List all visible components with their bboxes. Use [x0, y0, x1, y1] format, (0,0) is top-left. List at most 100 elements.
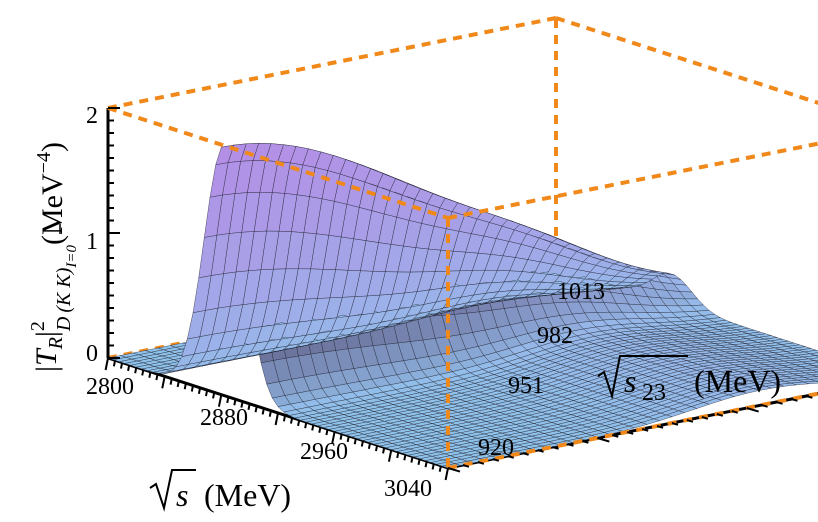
y-tick-mark — [611, 434, 619, 438]
x-tick-mark — [190, 385, 194, 392]
x-tick-mark — [212, 392, 216, 399]
box-edge-back-4 — [107, 16, 557, 110]
y-tick-mark — [477, 461, 485, 465]
y-tick-mark — [552, 446, 559, 450]
y-tick-mark — [641, 428, 649, 432]
tick-marks — [104, 107, 813, 481]
x-tick-mark — [374, 444, 379, 452]
y-tick-mark — [716, 413, 724, 417]
y-tick-mark — [776, 401, 783, 405]
z-tick-label-0: 0 — [86, 341, 98, 367]
x-tick-mark — [183, 383, 187, 390]
x-tick-mark — [331, 431, 336, 444]
x-tick-mark — [438, 465, 442, 472]
y-axis-title-unit: (MeV) — [694, 363, 781, 399]
x-tick-mark — [367, 442, 372, 449]
y-tick-mark — [626, 431, 634, 435]
y-tick-mark — [791, 398, 798, 402]
x-tick-mark — [410, 456, 414, 463]
y-tick-mark — [462, 464, 470, 468]
y-tick-mark — [746, 407, 759, 413]
box-edge-back-3 — [555, 16, 818, 105]
x-tick-mark — [311, 424, 315, 431]
z-tick-label-2: 2 — [86, 103, 98, 129]
x-tick-mark — [240, 401, 244, 408]
x-tick-mark — [134, 366, 138, 374]
y-tick-mark — [492, 458, 500, 462]
x-tick-mark — [282, 415, 287, 422]
y-tick-mark — [731, 410, 739, 414]
x-tick-mark — [396, 451, 400, 459]
y-axis-title-symbol: s — [624, 363, 636, 399]
x-tick-mark — [161, 376, 166, 389]
x-tick-mark — [204, 389, 209, 397]
x-tick-mark — [112, 360, 117, 367]
x-tick-mark — [261, 408, 265, 415]
y-tick-mark — [582, 440, 589, 444]
x-tick-label-2880: 2880 — [200, 405, 248, 431]
y-tick-mark — [701, 416, 709, 420]
x-tick-mark — [444, 467, 449, 481]
x-tick-mark — [431, 463, 435, 470]
y-tick-mark — [671, 422, 679, 426]
box-edge-front-0 — [107, 106, 449, 220]
x-tick-mark — [353, 438, 357, 445]
y-tick-label-920: 920 — [478, 435, 514, 461]
y-tick-mark — [537, 449, 544, 453]
y-axis-title: s 23 (MeV) — [597, 355, 781, 406]
x-tick-mark — [339, 433, 343, 440]
x-tick-mark — [417, 458, 421, 466]
z-axis-title-text: |TR|2 D(K K)I=0(MeV−4) — [27, 142, 80, 372]
x-tick-mark — [403, 454, 407, 461]
x-tick-mark — [268, 410, 272, 417]
x-tick-mark — [176, 380, 180, 388]
x-tick-mark — [382, 447, 386, 454]
y-axis-title-subscript: 23 — [642, 380, 666, 406]
x-tick-mark — [233, 399, 237, 406]
x-tick-mark — [274, 412, 279, 426]
x-tick-mark — [254, 405, 258, 413]
x-tick-mark — [318, 426, 322, 433]
y-tick-mark — [656, 425, 664, 429]
x-tick-label-2800: 2800 — [86, 374, 134, 400]
x-tick-mark — [325, 428, 329, 436]
x-axis-title: s (MeV) — [149, 469, 291, 513]
x-tick-mark — [197, 387, 202, 394]
y-tick-mark — [522, 452, 529, 456]
surface-cell — [164, 369, 183, 374]
y-tick-label-1013: 1013 — [557, 279, 605, 305]
y-tick-label-982: 982 — [537, 323, 573, 349]
x-tick-mark — [304, 421, 308, 429]
x-tick-mark — [148, 371, 152, 378]
y-tick-mark — [507, 455, 515, 459]
x-tick-mark — [297, 419, 301, 427]
x-axis-title-symbol: s — [176, 477, 188, 513]
x-axis-title-unit: (MeV) — [204, 477, 291, 513]
x-tick-mark — [155, 373, 159, 381]
x-tick-mark — [127, 364, 131, 372]
z-axis-title: |TR|2 D(K K)I=0(MeV−4) — [27, 142, 80, 372]
x-tick-mark — [424, 460, 428, 468]
x-tick-mark — [169, 378, 173, 385]
x-tick-mark — [289, 417, 294, 424]
y-tick-mark — [806, 395, 813, 399]
x-tick-mark — [226, 396, 230, 404]
y-tick-mark — [686, 419, 694, 423]
x-tick-mark — [119, 362, 124, 369]
y-tick-mark — [447, 467, 461, 473]
y-tick-label-951: 951 — [508, 373, 544, 399]
x-tick-mark — [217, 394, 223, 407]
x-tick-mark — [360, 440, 364, 447]
box-edge-front-1 — [447, 141, 818, 220]
x-tick-mark — [387, 449, 393, 462]
x-tick-mark — [346, 435, 350, 443]
x-tick-label-3040: 3040 — [384, 476, 432, 502]
z-tick-label-1: 1 — [86, 229, 98, 255]
x-tick-mark — [247, 403, 251, 411]
y-tick-mark — [761, 404, 768, 408]
y-tick-mark — [567, 443, 574, 447]
x-tick-mark — [141, 369, 145, 376]
x-tick-mark — [104, 357, 109, 371]
y-tick-mark — [597, 437, 610, 443]
